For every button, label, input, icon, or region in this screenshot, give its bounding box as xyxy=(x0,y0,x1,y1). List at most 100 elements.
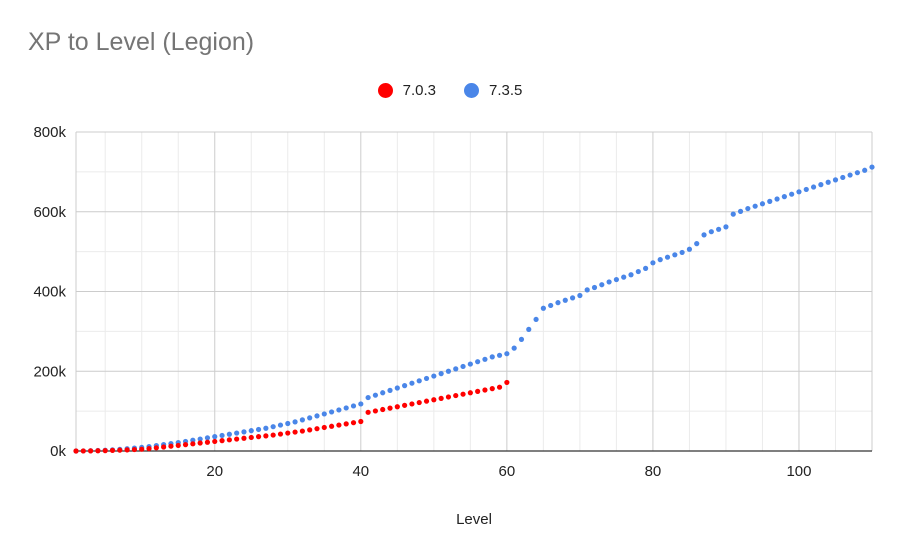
point-7-3-5[interactable] xyxy=(423,375,430,382)
point-7-0-3[interactable] xyxy=(467,390,473,396)
point-7-0-3[interactable] xyxy=(387,405,393,411)
point-7-3-5[interactable] xyxy=(387,387,393,393)
point-7-3-5[interactable] xyxy=(365,394,371,401)
point-7-3-5[interactable] xyxy=(453,366,459,372)
point-7-0-3[interactable] xyxy=(124,447,130,453)
point-7-3-5[interactable] xyxy=(803,186,809,193)
point-7-3-5[interactable] xyxy=(599,282,605,288)
point-7-3-5[interactable] xyxy=(672,252,678,258)
point-7-3-5[interactable] xyxy=(314,413,320,419)
point-7-3-5[interactable] xyxy=(226,431,232,437)
point-7-0-3[interactable] xyxy=(489,386,495,392)
point-7-3-5[interactable] xyxy=(643,265,649,271)
point-7-0-3[interactable] xyxy=(109,447,116,453)
point-7-0-3[interactable] xyxy=(80,448,86,454)
point-7-0-3[interactable] xyxy=(314,426,320,432)
point-7-0-3[interactable] xyxy=(277,431,284,437)
point-7-0-3[interactable] xyxy=(263,433,269,439)
point-7-3-5[interactable] xyxy=(869,164,875,170)
point-7-3-5[interactable] xyxy=(540,305,546,311)
point-7-3-5[interactable] xyxy=(650,260,656,266)
point-7-3-5[interactable] xyxy=(584,287,590,293)
point-7-0-3[interactable] xyxy=(161,444,167,450)
point-7-0-3[interactable] xyxy=(226,437,232,443)
point-7-0-3[interactable] xyxy=(168,443,174,449)
point-7-3-5[interactable] xyxy=(555,300,561,306)
point-7-3-5[interactable] xyxy=(723,224,729,230)
point-7-3-5[interactable] xyxy=(343,405,349,411)
point-7-3-5[interactable] xyxy=(796,189,802,195)
point-7-0-3[interactable] xyxy=(402,402,408,408)
point-7-0-3[interactable] xyxy=(336,422,342,428)
point-7-0-3[interactable] xyxy=(95,448,101,454)
point-7-0-3[interactable] xyxy=(343,421,349,427)
point-7-3-5[interactable] xyxy=(847,172,853,178)
point-7-3-5[interactable] xyxy=(694,241,700,247)
point-7-3-5[interactable] xyxy=(818,182,824,188)
point-7-3-5[interactable] xyxy=(533,316,539,323)
point-7-3-5[interactable] xyxy=(234,430,240,436)
point-7-3-5[interactable] xyxy=(460,363,466,370)
point-7-3-5[interactable] xyxy=(701,232,707,238)
point-7-3-5[interactable] xyxy=(445,368,452,374)
point-7-3-5[interactable] xyxy=(767,198,773,204)
point-7-3-5[interactable] xyxy=(263,425,269,431)
point-7-0-3[interactable] xyxy=(307,427,313,433)
point-7-3-5[interactable] xyxy=(241,429,247,435)
point-7-3-5[interactable] xyxy=(569,295,576,301)
point-7-3-5[interactable] xyxy=(489,354,495,360)
point-7-0-3[interactable] xyxy=(475,388,481,394)
point-7-3-5[interactable] xyxy=(336,407,342,413)
point-7-0-3[interactable] xyxy=(292,429,298,435)
point-7-0-3[interactable] xyxy=(175,442,181,449)
point-7-3-5[interactable] xyxy=(613,276,620,283)
point-7-0-3[interactable] xyxy=(358,418,364,425)
point-7-3-5[interactable] xyxy=(277,422,284,428)
point-7-0-3[interactable] xyxy=(321,424,327,431)
point-7-3-5[interactable] xyxy=(840,174,846,181)
point-7-0-3[interactable] xyxy=(212,438,218,445)
point-7-3-5[interactable] xyxy=(708,229,714,235)
point-7-0-3[interactable] xyxy=(131,446,138,453)
point-7-0-3[interactable] xyxy=(453,392,459,399)
point-7-3-5[interactable] xyxy=(621,274,627,280)
point-7-3-5[interactable] xyxy=(825,179,831,185)
point-7-3-5[interactable] xyxy=(372,392,379,398)
point-7-0-3[interactable] xyxy=(248,434,254,441)
point-7-0-3[interactable] xyxy=(139,446,145,452)
point-7-3-5[interactable] xyxy=(526,326,532,332)
point-7-0-3[interactable] xyxy=(438,395,444,401)
point-7-0-3[interactable] xyxy=(241,435,247,441)
point-7-3-5[interactable] xyxy=(679,249,685,256)
point-7-3-5[interactable] xyxy=(329,409,335,415)
point-7-3-5[interactable] xyxy=(475,359,481,365)
point-7-3-5[interactable] xyxy=(730,211,736,217)
point-7-0-3[interactable] xyxy=(460,391,466,397)
point-7-3-5[interactable] xyxy=(781,194,787,200)
point-7-0-3[interactable] xyxy=(409,401,415,407)
point-7-3-5[interactable] xyxy=(307,415,313,421)
point-7-0-3[interactable] xyxy=(482,387,488,393)
point-7-3-5[interactable] xyxy=(862,167,868,173)
point-7-3-5[interactable] xyxy=(467,361,473,367)
point-7-0-3[interactable] xyxy=(88,448,94,454)
point-7-3-5[interactable] xyxy=(482,356,488,362)
point-7-3-5[interactable] xyxy=(204,435,211,441)
point-7-3-5[interactable] xyxy=(518,336,525,342)
point-7-3-5[interactable] xyxy=(431,373,437,379)
point-7-3-5[interactable] xyxy=(321,411,327,417)
point-7-3-5[interactable] xyxy=(591,284,598,291)
point-7-3-5[interactable] xyxy=(219,432,225,439)
point-7-3-5[interactable] xyxy=(504,351,510,357)
point-7-3-5[interactable] xyxy=(409,380,415,386)
point-7-0-3[interactable] xyxy=(299,428,305,434)
point-7-0-3[interactable] xyxy=(329,423,335,429)
point-7-3-5[interactable] xyxy=(358,401,364,407)
point-7-3-5[interactable] xyxy=(716,226,722,232)
point-7-3-5[interactable] xyxy=(380,390,386,396)
point-7-3-5[interactable] xyxy=(745,205,751,212)
point-7-3-5[interactable] xyxy=(496,352,503,358)
legend-item-7-0-3[interactable]: 7.0.3 xyxy=(377,82,436,99)
point-7-3-5[interactable] xyxy=(285,420,291,427)
point-7-3-5[interactable] xyxy=(664,254,671,260)
